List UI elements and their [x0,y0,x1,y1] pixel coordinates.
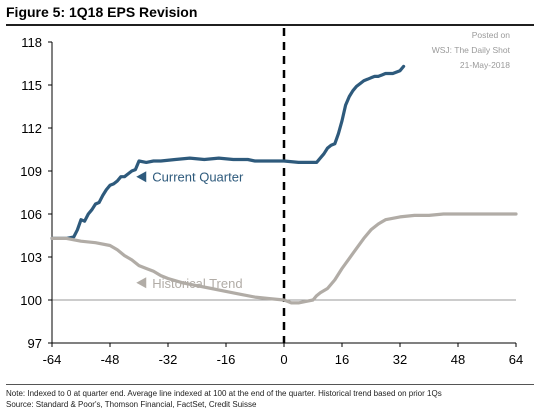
y-tick-label: 100 [20,293,42,308]
title-rule [6,24,534,26]
current-quarter-line [50,64,406,240]
watermark: Posted on WSJ: The Daily Shot 21-May-201… [432,28,510,73]
y-tick-label: 106 [20,207,42,222]
x-tick-label: 64 [509,352,523,367]
x-tick-label: 32 [393,352,407,367]
historical-trend-label: Historical Trend [152,276,242,291]
historical-trend-label-arrow [136,277,147,289]
x-tick-label: -48 [101,352,120,367]
figure-title: Figure 5: 1Q18 EPS Revision [6,4,198,20]
y-tick-label: 103 [20,250,42,265]
y-tick-label: 115 [21,78,42,93]
x-tick-label: -16 [217,352,236,367]
x-tick-label: -64 [43,352,62,367]
watermark-line-3: 21-May-2018 [459,60,510,70]
current-quarter-label-arrow [136,171,147,183]
x-tick-label: -32 [159,352,178,367]
footer-source: Source: Standard & Poor's, Thomson Finan… [6,400,257,409]
historical-trend-line [50,212,518,305]
footer-note: Note: Indexed to 0 at quarter end. Avera… [6,389,442,398]
x-tick-label: 16 [335,352,349,367]
bottom-rule [6,384,534,385]
current-quarter-label: Current Quarter [152,170,244,185]
x-tick-label: 0 [280,352,287,367]
x-tick-label: 48 [451,352,465,367]
y-tick-label: 112 [21,121,42,136]
watermark-line-1: Posted on [471,30,510,40]
footer: Note: Indexed to 0 at quarter end. Avera… [6,388,442,410]
watermark-line-2: WSJ: The Daily Shot [431,45,510,55]
y-tick-label: 97 [28,336,42,351]
y-tick-label: 118 [21,35,42,50]
y-tick-label: 109 [20,164,42,179]
